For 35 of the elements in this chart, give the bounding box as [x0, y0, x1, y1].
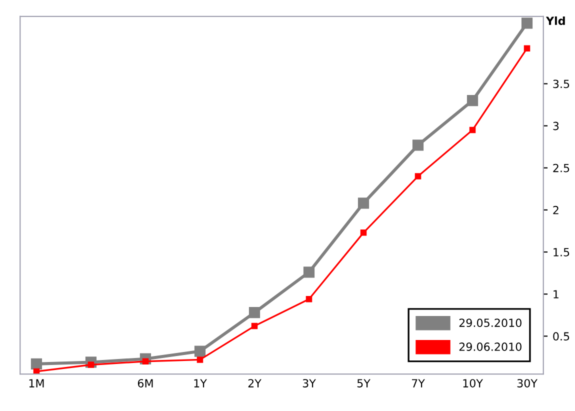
- x-tick-label: 30Y: [517, 379, 538, 388]
- point: [466, 95, 478, 106]
- y-tick-label: 2: [553, 206, 558, 214]
- y-tick-label: 3.5: [553, 80, 570, 88]
- x-tick-label: 1Y: [194, 379, 207, 388]
- legend-label: 29.06.2010: [459, 342, 522, 351]
- x-tick-label: 6M: [138, 379, 153, 388]
- point: [524, 45, 530, 52]
- point: [306, 296, 312, 302]
- point: [303, 266, 315, 278]
- y-axis-title: Yld: [546, 16, 565, 26]
- y-tick-label: 1.5: [554, 248, 570, 256]
- x-tick-label: 3Y: [302, 379, 316, 388]
- y-tick-label: 3: [553, 122, 559, 130]
- point: [358, 198, 370, 209]
- point: [412, 140, 424, 151]
- point: [194, 346, 206, 357]
- point: [360, 230, 367, 236]
- point: [196, 356, 204, 363]
- point: [469, 126, 476, 134]
- y-tick-label: 1: [554, 290, 558, 298]
- point: [30, 358, 42, 370]
- point: [521, 18, 533, 29]
- x-tick-label: 7Y: [412, 379, 425, 388]
- y-tick-label: 0.5: [553, 332, 570, 341]
- legend-label: 29.05.2010: [459, 318, 522, 328]
- point: [248, 307, 260, 318]
- x-tick-label: 1M: [29, 379, 44, 388]
- point: [414, 173, 422, 180]
- x-tick-label: 10Y: [463, 379, 484, 388]
- point: [33, 368, 40, 374]
- point: [251, 322, 258, 330]
- y-tick-label: 2.5: [553, 164, 570, 172]
- x-tick-label: 5Y: [357, 379, 370, 388]
- x-tick-label: 2Y: [248, 379, 262, 388]
